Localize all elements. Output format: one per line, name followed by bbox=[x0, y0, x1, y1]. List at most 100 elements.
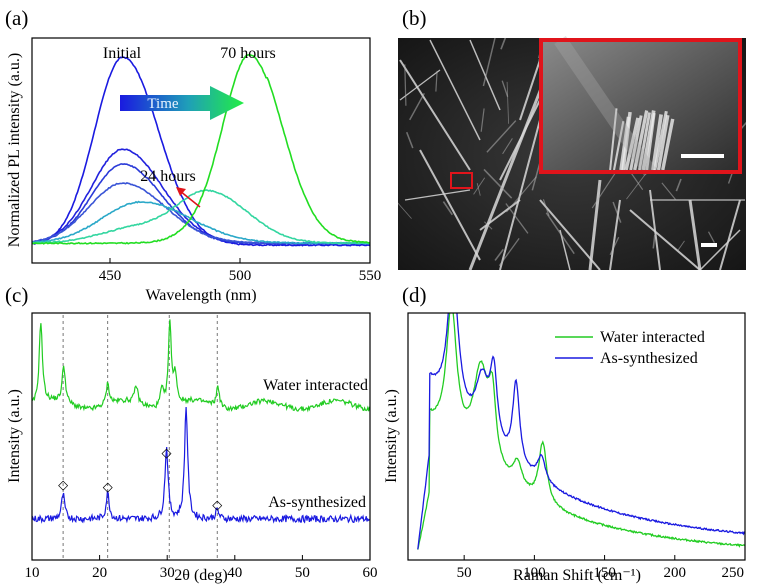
sem-fiber-fine-1 bbox=[476, 182, 481, 196]
annotation-24-hours: 24 hours bbox=[140, 168, 196, 185]
sem-fiber-18 bbox=[399, 69, 441, 101]
panel-c-xlabel: 2θ (deg) bbox=[174, 567, 227, 584]
inset-strand-12 bbox=[656, 114, 670, 171]
sem-fiber-fine-51 bbox=[500, 38, 507, 50]
series-line-3 bbox=[32, 182, 370, 245]
sem-fiber-fine-52 bbox=[442, 201, 453, 216]
inset-strand-7 bbox=[638, 112, 651, 171]
inset-frame bbox=[539, 38, 742, 174]
label-water-interacted: Water interacted bbox=[263, 377, 368, 394]
d-x-tick-label-3: 200 bbox=[664, 565, 687, 581]
panel-c-ylabel: Intensity (a.u.) bbox=[6, 389, 23, 483]
sem-fiber-fine-8 bbox=[398, 202, 412, 219]
panel-letter-c: (c) bbox=[5, 283, 28, 307]
time-arrow bbox=[120, 86, 244, 120]
sem-fiber-fine-20 bbox=[404, 64, 407, 106]
sem-fiber-17 bbox=[404, 189, 471, 201]
panel-d-legend: Water interacted As-synthesized bbox=[555, 329, 705, 367]
sem-fiber-6 bbox=[719, 199, 741, 270]
sem-fiber-fine-15 bbox=[482, 38, 496, 87]
panel-letter-d: (d) bbox=[402, 283, 427, 307]
sem-fiber-fine-35 bbox=[506, 81, 509, 124]
raman-line-1 bbox=[417, 313, 745, 550]
panel-letter-b: (b) bbox=[402, 6, 427, 30]
panel-d-series bbox=[417, 313, 745, 550]
sem-fiber-fine-17 bbox=[501, 80, 509, 97]
sem-fiber-fine-29 bbox=[435, 70, 438, 92]
time-arrow-label: Time bbox=[147, 96, 178, 112]
sem-fiber-fine-50 bbox=[707, 231, 715, 243]
sem-fiber-8 bbox=[399, 59, 471, 171]
sem-fiber-7 bbox=[419, 149, 481, 261]
inset-strand-11 bbox=[653, 110, 668, 171]
sem-fiber-fine-33 bbox=[675, 178, 682, 192]
panel-c-frame bbox=[31, 312, 371, 561]
annotation-initial: Initial bbox=[103, 45, 142, 62]
inset-wide-fiber bbox=[554, 36, 656, 176]
diamond-marker-2: ◇ bbox=[162, 445, 172, 460]
d-x-tick-label-0: 50 bbox=[457, 565, 472, 581]
sem-fiber-fine-53 bbox=[480, 108, 485, 132]
panel-a-ylabel: Normalized PL intensity (a.u.) bbox=[6, 53, 23, 247]
sem-fiber-fine-41 bbox=[502, 138, 513, 155]
annotation-70-hours: 70 hours bbox=[220, 45, 276, 62]
raman-line-0 bbox=[417, 313, 745, 550]
panel-c-ticks: 10 20 30 40 50 60 bbox=[25, 555, 378, 581]
panel-d: 50 100 150 200 250 Water interacted As-synth… bbox=[383, 312, 746, 584]
legend-label-water: Water interacted bbox=[600, 329, 705, 346]
panel-c: ◇ ◇ ◇ ◇ 10 20 30 40 50 60 Water interacted As-sy… bbox=[6, 312, 378, 584]
panel-d-ticks: 50 100 150 200 250 bbox=[457, 555, 746, 581]
sem-fiber-fine-34 bbox=[506, 176, 537, 213]
sem-fiber-fine-18 bbox=[545, 212, 575, 255]
sem-fiber-fine-10 bbox=[609, 236, 620, 256]
panel-a-xlabel: Wavelength (nm) bbox=[145, 287, 256, 304]
c-x-tick-label-3: 40 bbox=[227, 565, 242, 581]
panel-a-ticks: 450 500 550 bbox=[99, 258, 381, 284]
inset-strand-13 bbox=[661, 118, 675, 171]
sem-fiber-fine-42 bbox=[591, 171, 617, 209]
sem-fiber-fine-7 bbox=[484, 221, 493, 230]
xrd-line-0 bbox=[32, 319, 370, 413]
sem-fiber-12 bbox=[629, 209, 701, 270]
inset-background bbox=[541, 40, 740, 172]
panel-d-xlabel: Raman Shift (cm⁻¹) bbox=[513, 567, 641, 584]
diamond-marker-3: ◇ bbox=[212, 497, 222, 512]
diamond-marker-1: ◇ bbox=[103, 479, 113, 494]
inset-strand-4 bbox=[624, 117, 640, 171]
panel-a-series bbox=[32, 54, 370, 247]
inset-strand-10 bbox=[651, 114, 663, 171]
sem-fiber-11 bbox=[539, 199, 601, 270]
sem-fiber-fine-46 bbox=[542, 199, 550, 217]
inset-strand-6 bbox=[633, 110, 649, 171]
sem-fiber-13 bbox=[559, 229, 571, 270]
sem-fiber-fine-2 bbox=[409, 92, 425, 121]
c-x-tick-label-5: 60 bbox=[363, 565, 378, 581]
inset-strand-1 bbox=[612, 120, 625, 171]
inset-strand-9 bbox=[645, 112, 656, 171]
sem-fiber-fine-56 bbox=[652, 235, 656, 249]
panel-letter-a: (a) bbox=[5, 6, 28, 30]
sem-fiber-15 bbox=[499, 89, 546, 181]
sem-fiber-fine-55 bbox=[473, 177, 486, 195]
sem-fiber-20 bbox=[699, 229, 741, 270]
red-arrow-line bbox=[179, 190, 201, 208]
sem-fiber-9 bbox=[429, 39, 481, 141]
sem-fiber-fine-0 bbox=[498, 238, 520, 267]
diamond-marker-0: ◇ bbox=[58, 477, 68, 492]
panel-a-frame bbox=[31, 37, 371, 264]
sem-fiber-16 bbox=[519, 59, 541, 121]
sem-fiber-3 bbox=[609, 199, 621, 270]
inset-strand-0 bbox=[609, 108, 618, 171]
sem-fiber-fine-30 bbox=[494, 248, 504, 261]
c-x-tick-label-4: 50 bbox=[295, 565, 310, 581]
inset-strand-3 bbox=[621, 111, 632, 171]
sem-region-box bbox=[450, 172, 473, 189]
sem-inset bbox=[539, 36, 742, 176]
panel-c-dashed-lines bbox=[62, 315, 218, 558]
series-line-4 bbox=[32, 200, 370, 245]
red-arrow-head bbox=[176, 187, 186, 196]
c-x-tick-label-2: 30 bbox=[160, 565, 175, 581]
panel-d-frame bbox=[407, 312, 746, 561]
sem-fiber-fine-45 bbox=[661, 182, 677, 201]
